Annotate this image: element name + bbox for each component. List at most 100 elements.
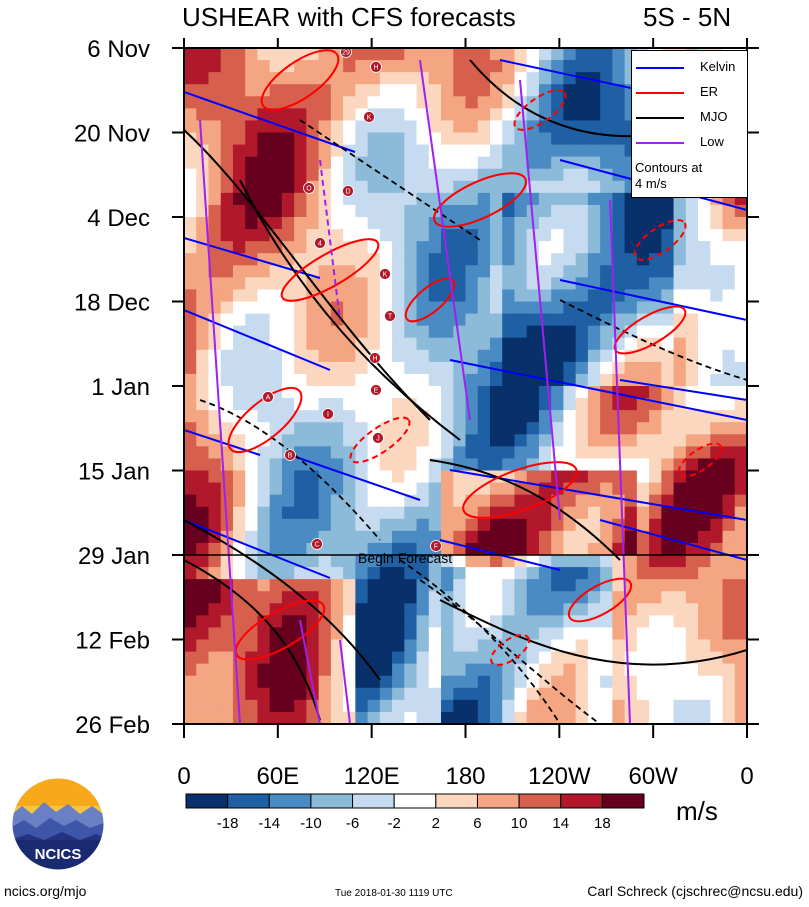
field-cell: [281, 325, 295, 339]
field-cell: [587, 699, 601, 713]
field-cell: [661, 434, 675, 447]
field-cell: [208, 603, 222, 616]
field-cell: [392, 398, 405, 411]
field-cell: [477, 603, 491, 616]
field-cell: [624, 217, 638, 230]
field-cell: [587, 84, 601, 97]
field-cell: [257, 120, 271, 134]
field-cell: [343, 386, 356, 399]
field-cell: [428, 422, 442, 435]
field-cell: [489, 72, 503, 85]
field-cell: [343, 60, 356, 73]
field-cell: [404, 48, 418, 61]
field-cell: [404, 217, 418, 230]
field-cell: [734, 675, 747, 689]
field-cell: [526, 422, 540, 435]
field-cell: [563, 265, 577, 278]
field-cell: [294, 651, 307, 665]
field-cell: [294, 204, 307, 218]
field-cell: [441, 156, 454, 170]
er-contour-negative: [513, 89, 567, 131]
field-cell: [587, 168, 601, 182]
field-cell: [330, 289, 344, 303]
field-cell: [514, 337, 528, 351]
field-cell: [294, 108, 307, 122]
field-cell: [673, 204, 687, 218]
field-cell: [575, 265, 589, 278]
field-cell: [710, 349, 724, 363]
field-cell: [343, 132, 356, 146]
field-cell: [294, 422, 307, 435]
legend-note-line2: 4 m/s: [635, 176, 667, 191]
field-cell: [636, 241, 650, 254]
field-cell: [306, 229, 320, 242]
field-cell: [392, 229, 405, 242]
field-cell: [306, 84, 320, 97]
field-cell: [575, 579, 589, 592]
field-cell: [489, 180, 503, 194]
field-cell: [710, 699, 724, 713]
field-cell: [563, 325, 577, 339]
field-cell: [343, 84, 356, 97]
field-cell: [257, 627, 271, 641]
legend-label: Kelvin: [700, 59, 736, 74]
field-cell: [722, 229, 736, 242]
field-cell: [343, 277, 356, 291]
field-cell: [367, 361, 381, 375]
field-cell: [379, 675, 393, 689]
field-cell: [257, 663, 271, 677]
field-cell: [343, 555, 356, 568]
field-cell: [624, 373, 638, 387]
field-cell: [245, 48, 259, 61]
field-cell: [587, 482, 601, 496]
storm-marker-dot: [340, 46, 352, 58]
field-cell: [612, 699, 626, 713]
storm-marker-dot: [342, 185, 354, 197]
field-cell: [477, 663, 491, 677]
field-cell: [587, 60, 601, 73]
field-cell: [404, 651, 418, 665]
field-cell: [441, 687, 454, 701]
field-cell: [551, 555, 565, 568]
field-cell: [673, 325, 687, 339]
field-cell: [685, 470, 699, 484]
field-cell: [477, 518, 491, 532]
field-cell: [318, 675, 332, 689]
field-cell: [306, 325, 320, 339]
field-cell: [441, 120, 454, 134]
field-cell: [367, 265, 381, 278]
field-cell: [698, 675, 711, 689]
field-cell: [477, 60, 491, 73]
field-cell: [502, 446, 516, 460]
field-cell: [722, 687, 736, 701]
field-cell: [551, 204, 565, 218]
field-cell: [379, 156, 393, 170]
field-cell: [453, 615, 467, 629]
field-cell: [673, 675, 687, 689]
field-cell: [416, 711, 430, 724]
legend-label: ER: [700, 84, 719, 99]
field-cell: [318, 530, 332, 544]
field-cell: [538, 615, 552, 629]
field-cell: [489, 579, 503, 592]
field-cell: [379, 651, 393, 665]
field-cell: [624, 555, 638, 568]
field-cell: [575, 398, 589, 411]
field-cell: [685, 253, 699, 266]
field-cell: [551, 361, 565, 375]
field-cell: [661, 482, 675, 496]
field-cell: [208, 651, 222, 665]
field-cell: [477, 72, 491, 85]
field-cell: [563, 687, 577, 701]
field-cell: [661, 277, 675, 291]
mjo-contour: [184, 129, 431, 421]
field-cell: [269, 639, 283, 653]
field-cell: [551, 699, 565, 713]
field-cell: [294, 603, 307, 616]
field-cell: [330, 217, 344, 230]
field-cell: [196, 361, 210, 375]
storm-marker-dot: [369, 352, 381, 364]
chart-title: USHEAR with CFS forecasts: [182, 2, 516, 32]
field-cell: [367, 48, 381, 61]
field-cell: [477, 567, 491, 580]
